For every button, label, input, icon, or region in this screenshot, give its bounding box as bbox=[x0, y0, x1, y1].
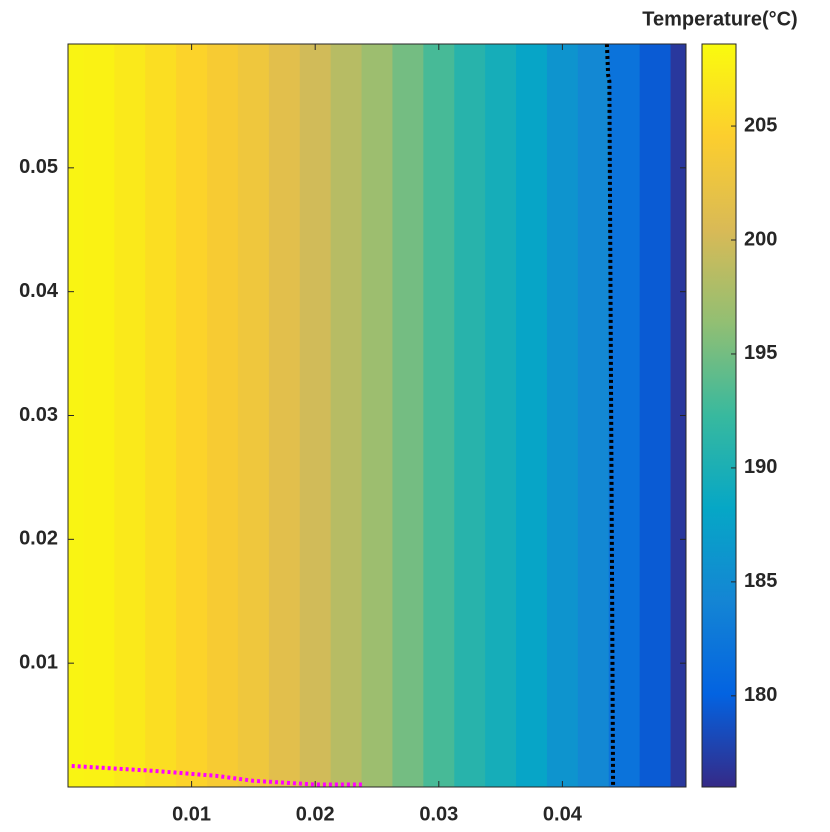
boundary-line bbox=[71, 763, 365, 787]
temperature-band bbox=[207, 44, 239, 787]
y-tick-label: 0.04 bbox=[19, 280, 59, 302]
colorbar-tick-label: 180 bbox=[744, 684, 777, 706]
temperature-band bbox=[546, 44, 579, 787]
x-tick-label: 0.01 bbox=[172, 803, 211, 825]
colorbar bbox=[701, 43, 737, 788]
x-tick-label: 0.02 bbox=[296, 803, 335, 825]
x-tick-label: 0.03 bbox=[419, 803, 458, 825]
temperature-band bbox=[516, 44, 548, 787]
temperature-band bbox=[68, 44, 85, 787]
temperature-band bbox=[392, 44, 424, 787]
y-tick-label: 0.01 bbox=[19, 651, 58, 673]
temperature-band bbox=[330, 44, 363, 787]
colorbar-tick-label: 185 bbox=[744, 570, 777, 592]
y-tick-label: 0.05 bbox=[19, 156, 58, 178]
colorbar-tick-label: 205 bbox=[744, 114, 777, 136]
temperature-band bbox=[237, 44, 270, 787]
temperature-band bbox=[299, 44, 332, 787]
temperature-band bbox=[485, 44, 517, 787]
temperature-band bbox=[639, 44, 672, 787]
colorbar-tick-label: 195 bbox=[744, 342, 777, 364]
temperature-band bbox=[577, 44, 610, 787]
colorbar-tick-label: 190 bbox=[744, 456, 777, 478]
temperature-band bbox=[423, 44, 455, 787]
temperature-band bbox=[176, 44, 208, 787]
temperature-band bbox=[268, 44, 301, 787]
x-tick-label: 0.04 bbox=[543, 803, 583, 825]
temperature-band bbox=[145, 44, 177, 787]
boundary-line bbox=[604, 44, 616, 787]
colorbar-tick-label: 200 bbox=[744, 228, 777, 250]
temperature-band bbox=[670, 44, 686, 787]
temperature-band bbox=[83, 44, 115, 787]
plot-area bbox=[68, 44, 686, 787]
y-tick-label: 0.03 bbox=[19, 404, 58, 426]
y-tick-label: 0.02 bbox=[19, 528, 58, 550]
temperature-band bbox=[114, 44, 146, 787]
colorbar-label: Temperature(°C) bbox=[642, 8, 797, 30]
temperature-band bbox=[454, 44, 486, 787]
temperature-band bbox=[361, 44, 394, 787]
